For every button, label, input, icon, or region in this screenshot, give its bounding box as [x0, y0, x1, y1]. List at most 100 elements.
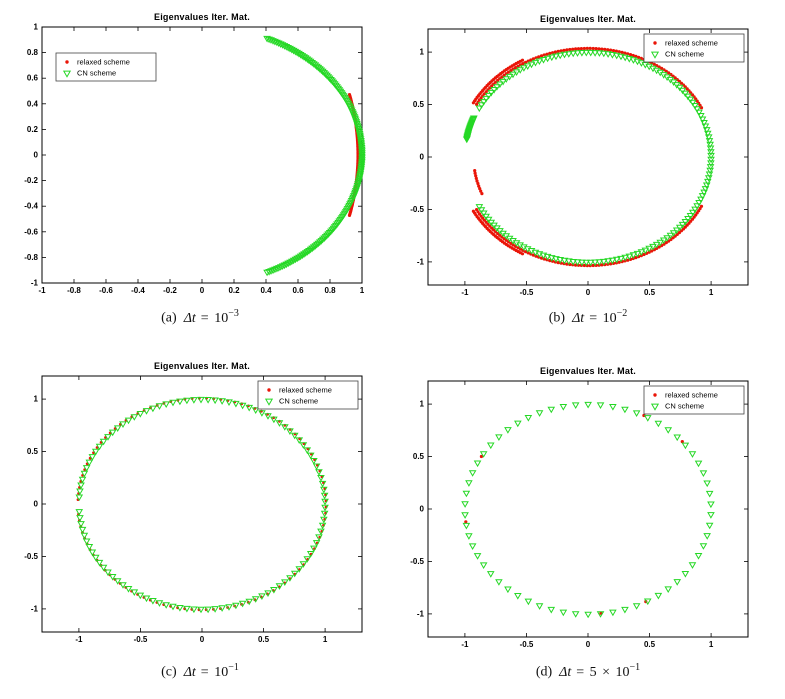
caption-d-label: (d) [535, 664, 553, 680]
plot-title-a: Eigenvalues Iter. Mat. [154, 12, 250, 22]
legend-box [55, 52, 157, 82]
x-tick-label: 0.8 [324, 286, 336, 295]
x-tick-label: -0.4 [131, 286, 145, 295]
x-tick-label: 0.6 [292, 286, 304, 295]
y-tick-label: 0.2 [27, 125, 39, 134]
plot-canvas-c: -1 -0.5 0 0.5 1 -1 -0.5 0 0.5 1 relaxed scheme CN s… [24, 375, 363, 644]
x-tick-label: 1 [709, 640, 714, 649]
x-tick-label: 0.2 [228, 286, 240, 295]
caption-a-math-rest: = 10 [200, 310, 229, 326]
x-tick-label: -0.8 [67, 286, 81, 295]
caption-b-math-var: Δt [572, 310, 585, 326]
y-tick-label: 0.4 [27, 99, 39, 108]
y-tick-label: -0.2 [24, 176, 38, 185]
caption-c-exponent: −1 [228, 662, 239, 673]
tick-marks [428, 381, 748, 637]
caption-d-exponent: −1 [629, 662, 641, 673]
caption-a-math-var: Δt [183, 310, 196, 326]
x-tick-label: 0.5 [644, 288, 656, 297]
plot-canvas-a: -1 -0.8 -0.6 -0.4 -0.2 0 0.2 0.4 0.6 0.8 1 -1 -0.8 -0… [24, 23, 366, 295]
plot-title-d: Eigenvalues Iter. Mat. [540, 366, 636, 376]
y-tick-label: 0.5 [27, 447, 39, 456]
legend-entry-label: relaxed scheme [665, 39, 718, 48]
series-relaxed-scheme [464, 413, 684, 615]
x-tick-label: -1 [461, 288, 469, 297]
caption-a-exponent: −3 [228, 308, 239, 319]
x-tick-label: 0 [586, 288, 591, 297]
legend-entry-label: relaxed scheme [77, 58, 130, 67]
y-tick-label: -0.8 [24, 253, 38, 262]
y-tick-label: 1 [34, 23, 39, 32]
legend-entry-label: CN scheme [77, 69, 116, 78]
y-tick-label: 1 [420, 400, 425, 409]
series-CN-scheme [75, 396, 329, 614]
y-tick-label: -1 [417, 257, 425, 266]
caption-a-label: (a) [161, 310, 177, 326]
x-tick-label: 1 [709, 288, 714, 297]
legend-box [643, 33, 745, 63]
legend-entry-label: CN scheme [665, 402, 704, 411]
y-tick-label: 0.5 [413, 452, 425, 461]
y-tick-label: 0.8 [27, 48, 39, 57]
y-tick-label: 0 [34, 500, 39, 509]
axes-box [41, 375, 363, 633]
legend-entry-label: relaxed scheme [665, 391, 718, 400]
x-tick-label: 0 [586, 640, 591, 649]
x-tick-label: -1 [38, 286, 46, 295]
caption-c-math-var: Δt [183, 664, 196, 680]
y-tick-label: -0.5 [410, 557, 424, 566]
x-tick-label: -1 [75, 635, 83, 644]
y-tick-label: -1 [31, 279, 39, 288]
legend-entry-label: CN scheme [665, 50, 704, 59]
caption-d-math-var: Δt [559, 664, 572, 680]
y-tick-label: 0 [34, 151, 39, 160]
y-tick-label: -1 [417, 609, 425, 618]
y-tick-label: -0.4 [24, 202, 38, 211]
y-tick-label: -0.6 [24, 227, 38, 236]
x-tick-label: -0.5 [134, 635, 148, 644]
caption-d: (d) Δt = 5 × 10−1 [402, 662, 774, 681]
caption-b-math-rest: = 10 [589, 310, 617, 326]
x-tick-label: 0.4 [260, 286, 272, 295]
series-CN-scheme [462, 49, 715, 267]
x-tick-label: -0.5 [520, 288, 534, 297]
legend-box [643, 385, 745, 415]
legend-entry-label: CN scheme [279, 397, 318, 406]
series-CN-scheme [263, 35, 366, 277]
x-tick-label: -0.5 [520, 640, 534, 649]
caption-b: (b) Δt = 10−2 [402, 308, 774, 327]
caption-c: (c) Δt = 10−1 [14, 662, 386, 681]
x-tick-label: -0.2 [163, 286, 177, 295]
y-tick-label: 0 [420, 505, 425, 514]
x-tick-label: -0.6 [99, 286, 113, 295]
legend-entry-label: relaxed scheme [279, 386, 332, 395]
caption-c-label: (c) [161, 664, 177, 680]
caption-d-math-rest: = 5 × 10 [576, 664, 630, 680]
plot-legend: relaxed scheme CN scheme [643, 33, 745, 63]
plot-legend: relaxed scheme CN scheme [257, 380, 359, 410]
plot-title-c: Eigenvalues Iter. Mat. [154, 361, 250, 371]
plot-legend: relaxed scheme CN scheme [55, 52, 157, 82]
y-tick-label: -0.5 [24, 552, 38, 561]
y-tick-label: -1 [31, 604, 39, 613]
y-tick-label: 0.6 [27, 74, 39, 83]
plot-legend: relaxed scheme CN scheme [643, 385, 745, 415]
caption-b-exponent: −2 [616, 308, 628, 319]
caption-b-label: (b) [548, 310, 566, 326]
axes-box [427, 28, 749, 286]
tick-marks [428, 29, 748, 285]
y-tick-label: 0 [420, 153, 425, 162]
axes-box [427, 380, 749, 638]
caption-a: (a) Δt = 10−3 [14, 308, 386, 327]
x-tick-label: 0 [200, 635, 205, 644]
y-tick-label: 1 [420, 48, 425, 57]
x-tick-label: 1 [360, 286, 365, 295]
plot-canvas-d: -1 -0.5 0 0.5 1 -1 -0.5 0 0.5 1 relaxed scheme CN s… [410, 380, 749, 649]
x-tick-label: 0.5 [258, 635, 270, 644]
plot-title-b: Eigenvalues Iter. Mat. [540, 14, 636, 24]
y-tick-label: 0.5 [413, 100, 425, 109]
series-CN-scheme [461, 401, 715, 619]
caption-c-math-rest: = 10 [200, 664, 229, 680]
y-tick-label: -0.5 [410, 205, 424, 214]
